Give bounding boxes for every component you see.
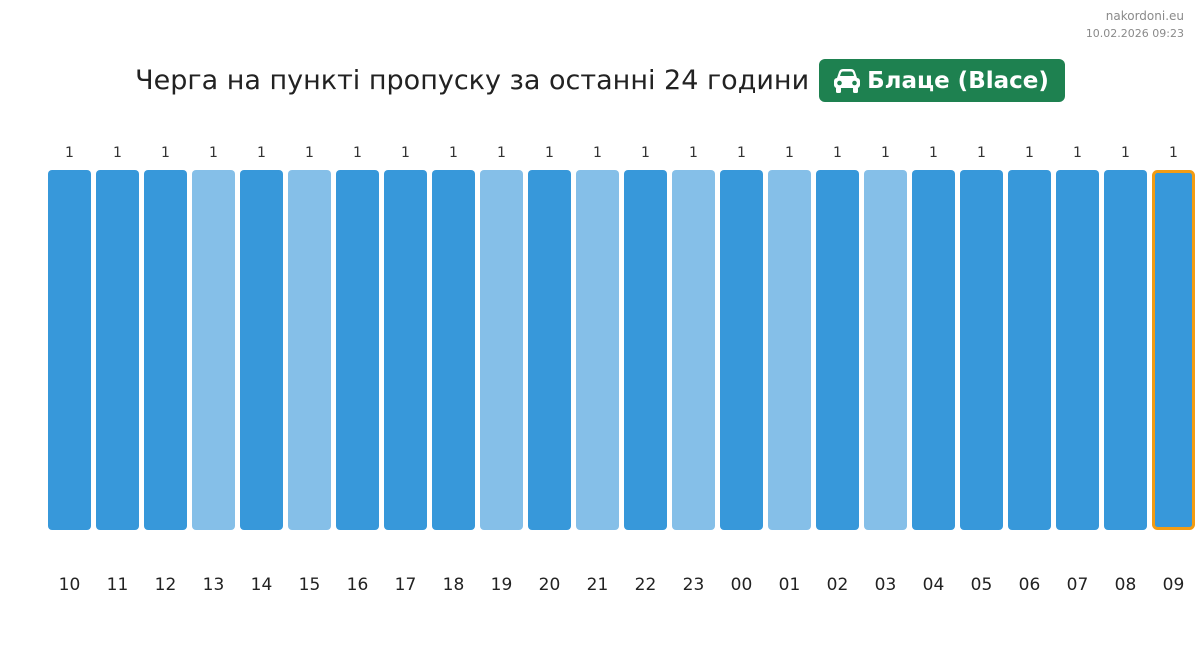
value-label-16: 1 xyxy=(353,145,362,161)
bar-13 xyxy=(192,170,235,530)
tick-label-17: 17 xyxy=(395,575,417,595)
value-label-15: 1 xyxy=(305,145,314,161)
bar-06 xyxy=(1008,170,1051,530)
bar-11 xyxy=(96,170,139,530)
value-label-21: 1 xyxy=(593,145,602,161)
value-label-19: 1 xyxy=(497,145,506,161)
value-label-23: 1 xyxy=(689,145,698,161)
checkpoint-badge: Блаце (Blace) xyxy=(819,59,1065,102)
bar-05 xyxy=(960,170,1003,530)
value-label-01: 1 xyxy=(785,145,794,161)
site-name: nakordoni.eu xyxy=(1105,9,1184,23)
value-label-13: 1 xyxy=(209,145,218,161)
tick-label-16: 16 xyxy=(347,575,369,595)
checkpoint-name: Блаце (Blace) xyxy=(867,67,1049,94)
tick-label-18: 18 xyxy=(443,575,465,595)
value-label-05: 1 xyxy=(977,145,986,161)
tick-label-23: 23 xyxy=(683,575,705,595)
bar-15 xyxy=(288,170,331,530)
value-label-18: 1 xyxy=(449,145,458,161)
bar-01 xyxy=(768,170,811,530)
tick-label-21: 21 xyxy=(587,575,609,595)
chart-title: Черга на пункті пропуску за останні 24 г… xyxy=(135,65,810,96)
tick-label-12: 12 xyxy=(155,575,177,595)
tick-label-08: 08 xyxy=(1115,575,1137,595)
tick-label-13: 13 xyxy=(203,575,225,595)
tick-label-09: 09 xyxy=(1163,575,1185,595)
bar-04 xyxy=(912,170,955,530)
tick-label-03: 03 xyxy=(875,575,897,595)
value-label-20: 1 xyxy=(545,145,554,161)
value-label-03: 1 xyxy=(881,145,890,161)
tick-label-11: 11 xyxy=(107,575,129,595)
bar-18 xyxy=(432,170,475,530)
bar-08 xyxy=(1104,170,1147,530)
value-label-11: 1 xyxy=(113,145,122,161)
tick-label-20: 20 xyxy=(539,575,561,595)
tick-label-19: 19 xyxy=(491,575,513,595)
value-label-10: 1 xyxy=(65,145,74,161)
bar-19 xyxy=(480,170,523,530)
tick-label-14: 14 xyxy=(251,575,273,595)
bar-20 xyxy=(528,170,571,530)
tick-label-15: 15 xyxy=(299,575,321,595)
chart-header: Черга на пункті пропуску за останні 24 г… xyxy=(0,59,1200,102)
timestamp: 10.02.2026 09:23 xyxy=(1085,27,1184,40)
bar-03 xyxy=(864,170,907,530)
bar-12 xyxy=(144,170,187,530)
bar-10 xyxy=(48,170,91,530)
tick-label-06: 06 xyxy=(1019,575,1041,595)
value-label-14: 1 xyxy=(257,145,266,161)
value-label-04: 1 xyxy=(929,145,938,161)
tick-label-01: 01 xyxy=(779,575,801,595)
value-label-07: 1 xyxy=(1073,145,1082,161)
bar-22 xyxy=(624,170,667,530)
tick-label-00: 00 xyxy=(731,575,753,595)
tick-label-04: 04 xyxy=(923,575,945,595)
value-label-22: 1 xyxy=(641,145,650,161)
value-label-06: 1 xyxy=(1025,145,1034,161)
value-label-09: 1 xyxy=(1169,145,1178,161)
bar-07 xyxy=(1056,170,1099,530)
bar-21 xyxy=(576,170,619,530)
tick-label-07: 07 xyxy=(1067,575,1089,595)
tick-label-02: 02 xyxy=(827,575,849,595)
tick-label-10: 10 xyxy=(59,575,81,595)
bar-17 xyxy=(384,170,427,530)
tick-label-22: 22 xyxy=(635,575,657,595)
tick-label-05: 05 xyxy=(971,575,993,595)
value-label-17: 1 xyxy=(401,145,410,161)
car-icon xyxy=(834,68,861,93)
bar-23 xyxy=(672,170,715,530)
bar-02 xyxy=(816,170,859,530)
value-label-08: 1 xyxy=(1121,145,1130,161)
bar-00 xyxy=(720,170,763,530)
value-label-12: 1 xyxy=(161,145,170,161)
value-label-00: 1 xyxy=(737,145,746,161)
bar-16 xyxy=(336,170,379,530)
value-label-02: 1 xyxy=(833,145,842,161)
bar-14 xyxy=(240,170,283,530)
bar-09 xyxy=(1152,170,1195,530)
